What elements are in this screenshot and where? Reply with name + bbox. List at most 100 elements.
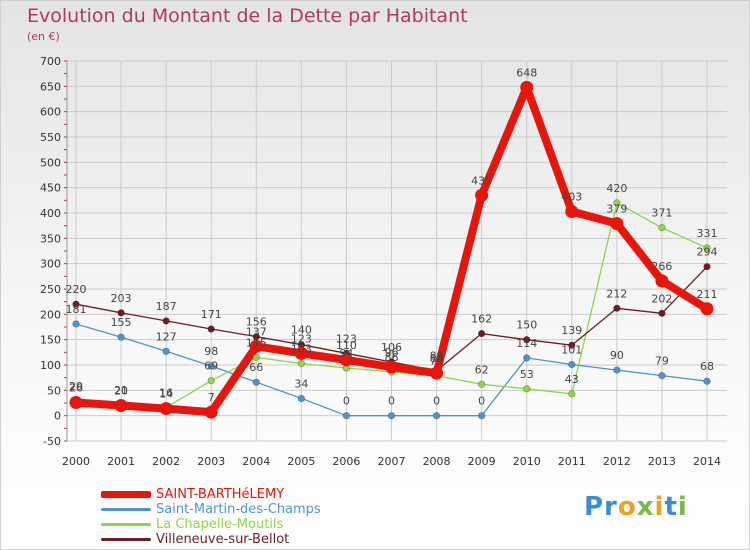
x-tick-label: 2004 (242, 455, 270, 468)
data-label: 211 (697, 288, 718, 301)
data-label: 103 (291, 342, 312, 355)
data-point (478, 380, 486, 388)
data-point (385, 360, 398, 374)
legend-swatch (101, 538, 151, 541)
data-point (703, 377, 711, 385)
x-tick-label: 2000 (62, 455, 90, 468)
data-point (249, 339, 263, 353)
data-label: 84 (430, 352, 444, 365)
x-tick-label: 2002 (152, 455, 180, 468)
data-label: 98 (204, 345, 218, 358)
data-point (159, 402, 173, 416)
data-label: 115 (246, 336, 267, 349)
data-point (568, 341, 576, 349)
legend-swatch (101, 491, 151, 498)
unit-label: (en €) (27, 30, 60, 43)
data-label: 266 (651, 260, 672, 273)
data-label: 14 (159, 388, 173, 401)
proxiti-logo: Proxiti (584, 492, 688, 522)
data-label: 123 (336, 332, 357, 345)
data-label: 203 (111, 292, 132, 305)
y-tick-label: 700 (40, 55, 61, 68)
data-point (72, 320, 80, 328)
data-point (475, 188, 489, 202)
data-label: 34 (294, 377, 308, 390)
data-point (297, 394, 305, 403)
data-label: 110 (336, 339, 357, 352)
data-point (568, 390, 576, 398)
x-tick-label: 2003 (197, 455, 225, 468)
legend-item: Saint-Martin-des-Champs (101, 502, 321, 517)
data-label: 420 (606, 182, 627, 195)
axes: -500501001502002503003504004505005506006… (40, 55, 721, 468)
legend-label: Saint-Martin-des-Champs (156, 502, 321, 517)
data-point (207, 325, 215, 333)
data-point (297, 359, 305, 368)
data-label: 53 (520, 368, 534, 381)
data-label: 96 (385, 346, 399, 359)
data-label: 90 (610, 349, 624, 362)
data-label: 403 (561, 190, 582, 203)
data-point (162, 347, 170, 355)
data-label: 435 (471, 174, 492, 187)
y-tick-label: 450 (40, 182, 61, 195)
y-tick-label: 50 (47, 384, 61, 397)
y-tick-label: 100 (40, 359, 61, 372)
legend-swatch (101, 508, 151, 511)
data-point (565, 204, 579, 218)
data-point (117, 309, 125, 317)
data-point (207, 362, 215, 370)
data-point (162, 317, 170, 325)
x-tick-label: 2007 (378, 455, 406, 468)
y-tick-label: 500 (40, 156, 61, 169)
data-point (703, 244, 711, 252)
data-label: 379 (606, 203, 627, 216)
data-label: 94 (339, 347, 353, 360)
data-label: 114 (516, 337, 537, 350)
data-point (703, 263, 711, 271)
data-point (432, 412, 441, 420)
legend-label: SAINT-BARTHéLEMY (156, 487, 285, 502)
data-label: 62 (475, 363, 489, 376)
data-point (252, 378, 260, 386)
x-tick-label: 2011 (558, 455, 586, 468)
data-label: 0 (343, 395, 350, 408)
data-point (700, 302, 714, 316)
data-point (72, 300, 80, 308)
data-label: 171 (201, 308, 222, 321)
data-label: 127 (156, 330, 177, 343)
data-point (613, 366, 621, 374)
data-label: 140 (291, 324, 312, 337)
data-point (613, 304, 621, 312)
data-point (478, 412, 486, 420)
y-tick-label: 650 (40, 80, 61, 93)
data-point (658, 309, 666, 317)
data-point (523, 354, 531, 362)
data-point (658, 224, 666, 232)
series-points (69, 80, 714, 420)
data-label: 66 (249, 361, 263, 374)
data-point (294, 346, 308, 360)
data-point (339, 353, 353, 367)
data-point (207, 377, 215, 385)
data-label: 16 (159, 387, 173, 400)
y-tick-label: 400 (40, 207, 61, 220)
y-tick-label: 300 (40, 258, 61, 271)
data-label: 29 (69, 380, 83, 393)
data-label: 0 (478, 395, 485, 408)
data-point (520, 80, 534, 94)
x-tick-label: 2009 (468, 455, 496, 468)
legend-swatch (101, 523, 151, 526)
x-tick-label: 2012 (603, 455, 631, 468)
data-point (342, 412, 351, 420)
data-label: 43 (565, 373, 579, 386)
data-label: 137 (246, 325, 267, 338)
data-label: 220 (66, 283, 87, 296)
x-tick-label: 2014 (693, 455, 721, 468)
data-label: 155 (111, 316, 132, 329)
data-point (478, 329, 486, 338)
x-tick-label: 2013 (648, 455, 676, 468)
x-tick-label: 2006 (332, 455, 360, 468)
data-point (523, 385, 531, 393)
